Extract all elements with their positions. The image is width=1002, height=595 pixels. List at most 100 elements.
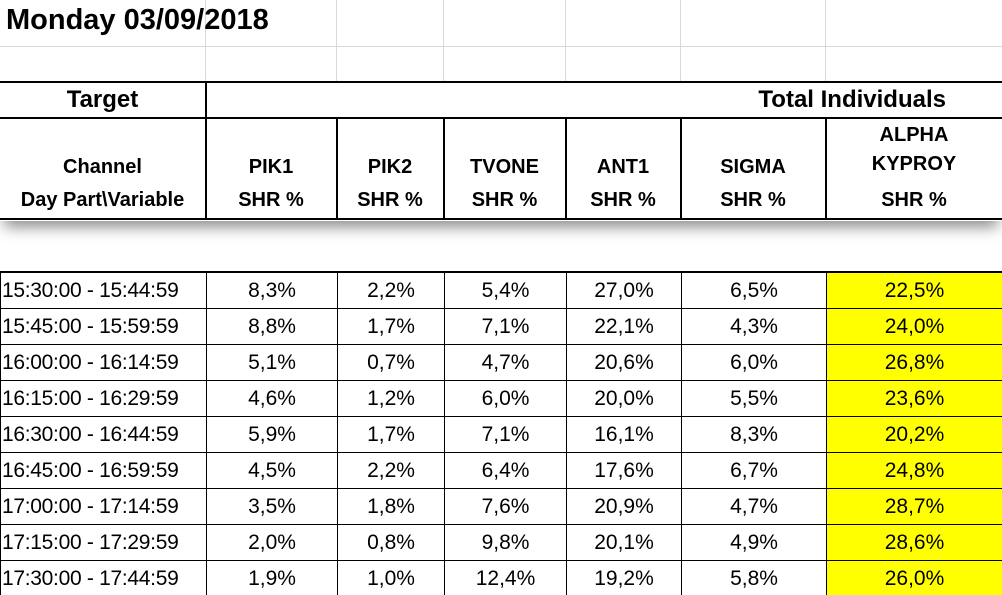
- gridline: [825, 0, 826, 82]
- daypart-cell[interactable]: 16:30:00 - 16:44:59: [0, 416, 207, 453]
- share-cell-ant1[interactable]: 20,6%: [566, 344, 682, 381]
- share-cell-tvone[interactable]: 4,7%: [444, 344, 567, 381]
- share-cell-sigma[interactable]: 4,3%: [681, 308, 827, 345]
- table-row: 16:45:00 - 16:59:59 4,5% 2,2% 6,4% 17,6% 6,7%…: [0, 452, 1002, 489]
- share-cell-ant1[interactable]: 16,1%: [566, 416, 682, 453]
- header-rule: [0, 218, 1002, 220]
- daypart-variable-label[interactable]: Day Part\Variable: [20, 188, 185, 211]
- header-rule: [825, 117, 827, 220]
- header-rule: [205, 81, 207, 220]
- share-cell-sigma[interactable]: 6,5%: [681, 271, 827, 309]
- share-cell-ant1[interactable]: 22,1%: [566, 308, 682, 345]
- daypart-cell[interactable]: 15:45:00 - 15:59:59: [0, 308, 207, 345]
- share-cell-pik2[interactable]: 0,8%: [337, 524, 445, 561]
- channel-header-alpha-kyproy[interactable]: ALPHA KYPROY: [826, 119, 1002, 181]
- share-cell-alpha-kyproy[interactable]: 24,0%: [826, 308, 1002, 345]
- share-cell-sigma[interactable]: 4,9%: [681, 524, 827, 561]
- daypart-cell[interactable]: 17:00:00 - 17:14:59: [0, 488, 207, 525]
- share-cell-alpha-kyproy[interactable]: 28,7%: [826, 488, 1002, 525]
- share-cell-pik2[interactable]: 1,8%: [337, 488, 445, 525]
- variable-header[interactable]: SHR %: [590, 188, 656, 211]
- share-cell-tvone[interactable]: 7,1%: [444, 308, 567, 345]
- share-cell-pik2[interactable]: 1,2%: [337, 380, 445, 417]
- variable-header[interactable]: SHR %: [720, 188, 786, 211]
- gridline: [680, 0, 681, 82]
- share-cell-pik2[interactable]: 1,7%: [337, 308, 445, 345]
- header-rule: [0, 81, 1002, 83]
- channel-header-sigma[interactable]: SIGMA: [720, 156, 786, 178]
- share-cell-alpha-kyproy[interactable]: 28,6%: [826, 524, 1002, 561]
- share-cell-ant1[interactable]: 17,6%: [566, 452, 682, 489]
- share-cell-pik2[interactable]: 1,7%: [337, 416, 445, 453]
- daypart-cell[interactable]: 16:15:00 - 16:29:59: [0, 380, 207, 417]
- share-cell-pik2[interactable]: 2,2%: [337, 271, 445, 309]
- variable-header[interactable]: SHR %: [357, 188, 423, 211]
- header-rule: [0, 117, 1002, 119]
- variable-header[interactable]: SHR %: [471, 188, 538, 211]
- target-label[interactable]: Target: [66, 86, 139, 113]
- share-cell-pik2[interactable]: 0,7%: [337, 344, 445, 381]
- channel-header-tvone[interactable]: TVONE: [470, 156, 539, 178]
- share-cell-pik1[interactable]: 8,8%: [206, 308, 338, 345]
- share-cell-sigma[interactable]: 5,5%: [681, 380, 827, 417]
- share-cell-ant1[interactable]: 20,1%: [566, 524, 682, 561]
- share-cell-pik1[interactable]: 8,3%: [206, 271, 338, 309]
- share-cell-sigma[interactable]: 5,8%: [681, 560, 827, 595]
- target-value[interactable]: Total Individuals: [758, 86, 946, 113]
- channel-header-ant1[interactable]: ANT1: [596, 156, 650, 178]
- share-cell-pik1[interactable]: 5,1%: [206, 344, 338, 381]
- share-cell-tvone[interactable]: 6,4%: [444, 452, 567, 489]
- table-row: 16:30:00 - 16:44:59 5,9% 1,7% 7,1% 16,1% 8,3%…: [0, 416, 1002, 453]
- share-cell-ant1[interactable]: 20,9%: [566, 488, 682, 525]
- channel-header-alpha-line1: ALPHA: [879, 124, 949, 146]
- share-cell-pik1[interactable]: 5,9%: [206, 416, 338, 453]
- gridline: [443, 0, 444, 82]
- table-row: 16:15:00 - 16:29:59 4,6% 1,2% 6,0% 20,0% 5,5%…: [0, 380, 1002, 417]
- share-cell-ant1[interactable]: 27,0%: [566, 271, 682, 309]
- share-cell-alpha-kyproy[interactable]: 26,8%: [826, 344, 1002, 381]
- share-cell-alpha-kyproy[interactable]: 20,2%: [826, 416, 1002, 453]
- sheet-title[interactable]: Monday 03/09/2018: [6, 4, 269, 36]
- daypart-cell[interactable]: 16:00:00 - 16:14:59: [0, 344, 207, 381]
- daypart-cell[interactable]: 17:15:00 - 17:29:59: [0, 524, 207, 561]
- table-row: 15:30:00 - 15:44:59 8,3% 2,2% 5,4% 27,0% 6,5%…: [0, 271, 1002, 309]
- share-cell-tvone[interactable]: 7,1%: [444, 416, 567, 453]
- share-cell-pik1[interactable]: 4,5%: [206, 452, 338, 489]
- share-cell-tvone[interactable]: 12,4%: [444, 560, 567, 595]
- channel-header-pik2[interactable]: PIK2: [367, 156, 413, 178]
- share-cell-ant1[interactable]: 19,2%: [566, 560, 682, 595]
- daypart-cell[interactable]: 17:30:00 - 17:44:59: [0, 560, 207, 595]
- table-row: 15:45:00 - 15:59:59 8,8% 1,7% 7,1% 22,1% 4,3%…: [0, 308, 1002, 345]
- share-cell-tvone[interactable]: 9,8%: [444, 524, 567, 561]
- share-cell-tvone[interactable]: 7,6%: [444, 488, 567, 525]
- share-cell-ant1[interactable]: 20,0%: [566, 380, 682, 417]
- header-rule: [336, 117, 338, 220]
- share-cell-sigma[interactable]: 8,3%: [681, 416, 827, 453]
- share-cell-pik2[interactable]: 2,2%: [337, 452, 445, 489]
- share-cell-pik1[interactable]: 3,5%: [206, 488, 338, 525]
- header-rule: [680, 117, 682, 220]
- table-row: 16:00:00 - 16:14:59 5,1% 0,7% 4,7% 20,6% 6,0%…: [0, 344, 1002, 381]
- share-cell-sigma[interactable]: 4,7%: [681, 488, 827, 525]
- share-cell-tvone[interactable]: 5,4%: [444, 271, 567, 309]
- variable-header[interactable]: SHR %: [881, 188, 947, 211]
- share-cell-alpha-kyproy[interactable]: 22,5%: [826, 271, 1002, 309]
- share-cell-pik1[interactable]: 1,9%: [206, 560, 338, 595]
- share-table: 15:30:00 - 15:44:59 8,3% 2,2% 5,4% 27,0% 6,5%…: [0, 271, 1002, 595]
- share-cell-tvone[interactable]: 6,0%: [444, 380, 567, 417]
- share-cell-alpha-kyproy[interactable]: 23,6%: [826, 380, 1002, 417]
- share-cell-pik2[interactable]: 1,0%: [337, 560, 445, 595]
- share-cell-alpha-kyproy[interactable]: 26,0%: [826, 560, 1002, 595]
- share-cell-sigma[interactable]: 6,7%: [681, 452, 827, 489]
- channel-label[interactable]: Channel: [63, 156, 142, 178]
- variable-header[interactable]: SHR %: [238, 188, 304, 211]
- share-cell-sigma[interactable]: 6,0%: [681, 344, 827, 381]
- share-cell-pik1[interactable]: 2,0%: [206, 524, 338, 561]
- share-cell-alpha-kyproy[interactable]: 24,8%: [826, 452, 1002, 489]
- gridline: [205, 0, 206, 82]
- channel-header-pik1[interactable]: PIK1: [248, 156, 294, 178]
- channel-header-alpha-line2: KYPROY: [871, 153, 957, 175]
- share-cell-pik1[interactable]: 4,6%: [206, 380, 338, 417]
- daypart-cell[interactable]: 15:30:00 - 15:44:59: [0, 271, 207, 309]
- daypart-cell[interactable]: 16:45:00 - 16:59:59: [0, 452, 207, 489]
